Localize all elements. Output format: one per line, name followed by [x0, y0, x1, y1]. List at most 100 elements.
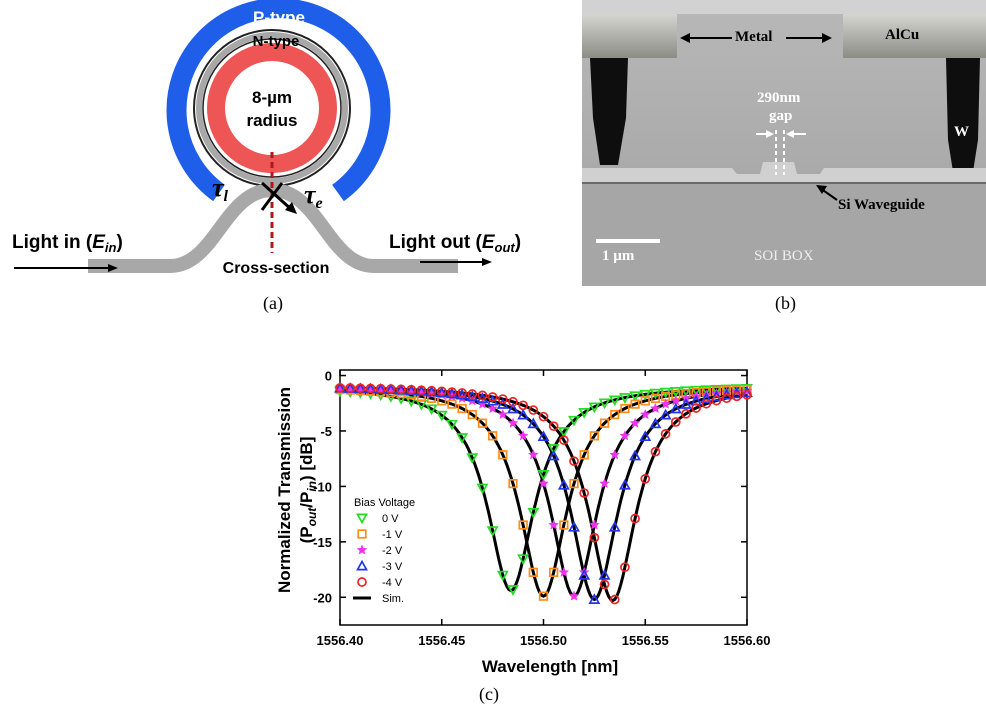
data-point [568, 520, 580, 532]
data-point [589, 431, 600, 441]
data-point [365, 383, 376, 394]
output-arrowhead-icon [482, 258, 492, 266]
data-point [568, 415, 580, 427]
tau-e-label: τe [304, 180, 323, 212]
data-point [588, 402, 601, 414]
y-tick-label: -20 [313, 590, 332, 605]
y-tick-label: -10 [313, 479, 332, 494]
data-point [395, 393, 407, 405]
data-point [680, 386, 692, 398]
data-point [639, 408, 651, 420]
radius-label-line1: 8-µm [252, 88, 292, 107]
data-point [435, 410, 448, 422]
x-tick-label: 1556.40 [317, 633, 364, 648]
data-point [538, 411, 549, 422]
data-point [477, 390, 488, 401]
data-point [435, 386, 448, 398]
data-point [650, 402, 661, 414]
legend-entry: -3 V [382, 561, 403, 573]
panel-a-caption: (a) [263, 293, 283, 313]
tau-l-label: τl [212, 173, 229, 205]
data-point [355, 383, 366, 394]
legend-title: Bias Voltage [354, 497, 415, 509]
data-point [548, 519, 560, 530]
y-axis-label-line1: Normalized Transmission [275, 387, 294, 593]
data-point [620, 562, 630, 573]
data-point [690, 385, 703, 397]
data-point [517, 554, 530, 566]
data-point [486, 526, 499, 537]
p-type-arc [166, 0, 391, 202]
w-label: W [954, 124, 969, 140]
coupling-arrowhead-1 [285, 202, 297, 214]
data-point [710, 390, 723, 402]
data-point [508, 478, 518, 489]
data-point [610, 409, 620, 420]
data-point [609, 594, 620, 605]
data-point [466, 453, 479, 464]
data-point [618, 393, 631, 404]
data-point [578, 408, 591, 419]
data-point [426, 385, 437, 396]
data-point [569, 478, 579, 489]
legend-entry: 0 V [382, 513, 399, 525]
panel-b-caption: (b) [775, 293, 796, 313]
data-point [630, 513, 640, 524]
legend-marker [356, 559, 368, 571]
data-point [498, 450, 508, 460]
data-point [518, 400, 528, 411]
data-point [547, 444, 560, 455]
legend-sim-label: Sim. [382, 593, 404, 605]
data-point [386, 384, 396, 394]
gap-arrow-right-icon [786, 130, 794, 138]
n-type-label: N-type [253, 33, 300, 50]
ring-resonator-schematic: P-type N-type 8-µm radius τl τe Light in… [12, 0, 521, 277]
n-type-ring [207, 43, 337, 173]
data-point [457, 403, 467, 414]
data-point [630, 399, 640, 409]
sem-cross-section-image: Metal AlCu 290nm gap W Si Waveguide 1 µm… [582, 0, 986, 286]
data-point [528, 567, 538, 577]
data-point [538, 591, 549, 601]
data-point [507, 417, 519, 428]
si-waveguide-arrow-icon [816, 185, 827, 194]
gap-arrow-left-icon [766, 130, 774, 138]
data-point [445, 419, 458, 431]
data-point [681, 408, 691, 419]
legend-marker [356, 513, 368, 525]
data-point [588, 593, 601, 604]
data-point [598, 569, 611, 580]
metal-label: Metal [735, 29, 773, 45]
data-point [507, 585, 519, 596]
data-point [496, 398, 509, 409]
data-point [629, 391, 642, 403]
data-point [629, 417, 641, 428]
data-point [425, 404, 438, 416]
x-tick-label: 1556.45 [418, 633, 465, 648]
y-tick-label: -5 [320, 424, 332, 439]
data-point [517, 408, 530, 420]
legend-entry: -2 V [382, 545, 403, 557]
y-tick-label: -15 [313, 535, 332, 550]
data-point [528, 405, 539, 415]
transmission-chart: 1556.40 1556.45 1556.50 1556.55 1556.60 0 -5 -1… [275, 369, 771, 676]
p-type-label: P-type [253, 8, 305, 27]
data-point [487, 402, 499, 414]
data-point [518, 520, 528, 530]
data-point [660, 429, 671, 439]
data-point [742, 389, 752, 400]
data-point [457, 388, 467, 398]
data-point [537, 470, 550, 481]
light-in-label: Light in (Ein) [12, 232, 123, 255]
data-point [559, 435, 569, 445]
y-axis-label-line2: (Pout/Pin) [dB] [297, 437, 319, 544]
via-left [590, 58, 628, 165]
light-out-label: Light out (Eout) [389, 232, 521, 255]
data-point [557, 478, 570, 490]
data-point [549, 567, 559, 577]
data-point [447, 399, 457, 409]
radius-label-line2: radius [246, 111, 297, 130]
data-point [741, 384, 753, 395]
data-point [445, 387, 458, 399]
metal-pad-right [843, 14, 986, 58]
